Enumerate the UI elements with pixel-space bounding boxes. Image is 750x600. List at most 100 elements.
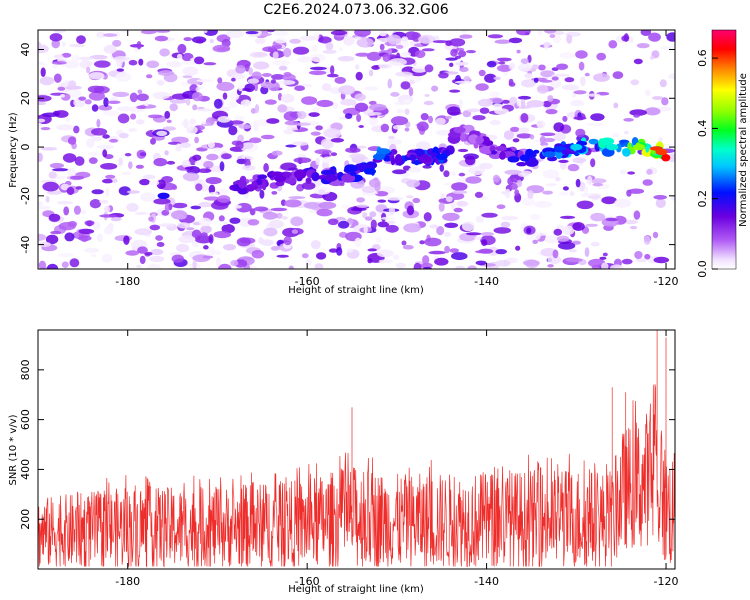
colorbar-ticks: 0.0 0.2 0.4 0.6 bbox=[696, 49, 718, 278]
heatmap-cell bbox=[68, 89, 82, 98]
heatmap-cell bbox=[133, 47, 139, 53]
ridge-peak bbox=[372, 153, 385, 160]
ridge-cell bbox=[580, 141, 588, 146]
heatmap-cell bbox=[212, 147, 223, 152]
heatmap-y-tick-label: 0 bbox=[19, 144, 32, 151]
heatmap-cell bbox=[169, 103, 178, 112]
heatmap-cell bbox=[653, 256, 670, 264]
heatmap-cell bbox=[88, 72, 105, 80]
heatmap-cell bbox=[194, 136, 200, 144]
heatmap-cell bbox=[260, 81, 275, 89]
heatmap-cell bbox=[139, 152, 147, 157]
heatmap-cell bbox=[552, 249, 559, 259]
heatmap-cell bbox=[316, 99, 334, 108]
heatmap-cell bbox=[567, 163, 580, 172]
heatmap-cell bbox=[87, 151, 101, 157]
heatmap-cell bbox=[112, 91, 130, 97]
heatmap-cell bbox=[276, 254, 289, 258]
heatmap-cell bbox=[515, 245, 521, 251]
heatmap-cell bbox=[475, 260, 487, 266]
heatmap-cell bbox=[269, 219, 284, 229]
heatmap-cell bbox=[179, 142, 192, 148]
heatmap-cell bbox=[467, 265, 477, 269]
heatmap-cell bbox=[266, 118, 280, 124]
ridge-cell bbox=[516, 162, 527, 167]
heatmap-cell bbox=[520, 113, 529, 123]
heatmap-cell bbox=[299, 35, 317, 41]
heatmap-cell bbox=[508, 37, 523, 44]
heatmap-cell bbox=[516, 49, 521, 54]
heatmap-cell bbox=[575, 50, 588, 59]
heatmap-cell bbox=[289, 38, 302, 44]
heatmap-cell bbox=[589, 193, 602, 201]
heatmap-cell bbox=[434, 257, 449, 266]
heatmap-cell bbox=[156, 130, 168, 137]
heatmap-field bbox=[38, 30, 675, 269]
heatmap-cell bbox=[400, 81, 411, 90]
heatmap-cell bbox=[86, 138, 95, 148]
heatmap-cell bbox=[608, 40, 618, 49]
heatmap-cell bbox=[494, 39, 511, 44]
heatmap-cell bbox=[636, 43, 650, 49]
heatmap-cell bbox=[148, 216, 155, 222]
ridge-cell bbox=[275, 181, 285, 187]
heatmap-cell bbox=[192, 259, 197, 269]
heatmap-cell bbox=[503, 130, 514, 140]
heatmap-cell bbox=[540, 70, 555, 78]
heatmap-cell bbox=[200, 225, 212, 234]
heatmap-cell bbox=[334, 76, 346, 84]
heatmap-cell bbox=[91, 104, 99, 112]
heatmap-cell bbox=[633, 114, 640, 118]
heatmap-cell bbox=[547, 95, 554, 102]
heatmap-cell bbox=[553, 122, 565, 132]
heatmap-cell bbox=[136, 41, 142, 50]
heatmap-cell bbox=[526, 227, 532, 234]
heatmap-cell bbox=[328, 248, 338, 253]
heatmap-cell bbox=[356, 197, 365, 203]
heatmap-cell bbox=[285, 144, 297, 148]
ridge-cell bbox=[257, 174, 268, 180]
heatmap-cell bbox=[203, 160, 214, 169]
heatmap-cell bbox=[602, 252, 608, 257]
heatmap-cell bbox=[75, 186, 83, 190]
heatmap-cell bbox=[172, 202, 188, 209]
heatmap-cell bbox=[73, 205, 81, 215]
heatmap-cell bbox=[56, 200, 74, 205]
heatmap-cell bbox=[136, 105, 147, 110]
ridge-peak bbox=[435, 153, 448, 160]
heatmap-cell bbox=[175, 143, 182, 152]
heatmap-cell bbox=[90, 253, 97, 258]
heatmap-cell bbox=[409, 79, 415, 85]
heatmap-cell bbox=[274, 37, 287, 44]
colorbar-gradient bbox=[711, 29, 737, 270]
heatmap-cell bbox=[251, 71, 262, 80]
snr-y-ticks: 200 400 600 800 bbox=[19, 359, 675, 530]
ridge-peak bbox=[157, 192, 170, 199]
heatmap-cell bbox=[646, 168, 653, 175]
heatmap-cell bbox=[109, 138, 119, 143]
heatmap-cell bbox=[556, 235, 570, 242]
heatmap-cell bbox=[590, 241, 600, 247]
heatmap-cell bbox=[310, 240, 321, 250]
heatmap-cell bbox=[403, 99, 411, 104]
heatmap-cell bbox=[449, 38, 466, 47]
ridge-cell bbox=[600, 137, 615, 146]
heatmap-cell bbox=[229, 217, 241, 224]
heatmap-cell bbox=[316, 252, 327, 260]
heatmap-cell bbox=[569, 191, 575, 196]
ridge-cell bbox=[390, 156, 396, 166]
heatmap-cell bbox=[297, 56, 312, 63]
ridge-cell bbox=[251, 181, 258, 186]
heatmap-cell bbox=[573, 90, 587, 95]
heatmap-cell bbox=[544, 235, 560, 244]
heatmap-cell bbox=[451, 252, 468, 261]
heatmap-cell bbox=[364, 86, 379, 91]
heatmap-cell bbox=[521, 197, 536, 207]
heatmap-cell bbox=[444, 231, 452, 237]
heatmap-cell bbox=[50, 230, 61, 235]
heatmap-cell bbox=[419, 262, 433, 269]
heatmap-cell bbox=[354, 237, 362, 248]
heatmap-cell bbox=[156, 179, 166, 190]
heatmap-cell bbox=[260, 239, 274, 247]
ridge-cell bbox=[376, 148, 391, 155]
